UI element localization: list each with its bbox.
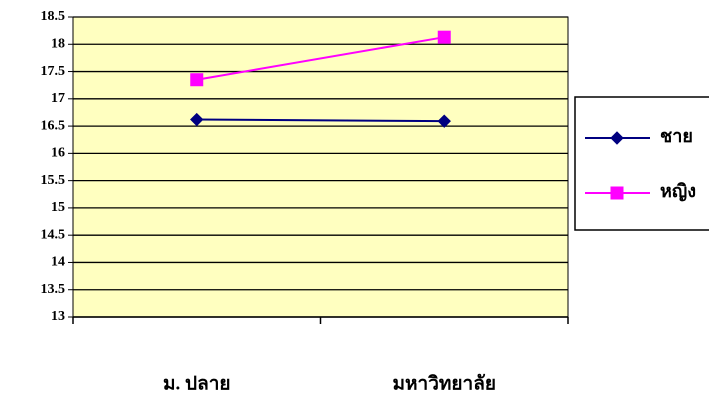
y-tick-label: 15.5 (41, 173, 66, 188)
y-tick-label: 17 (51, 91, 65, 106)
legend-label: หญิง (660, 181, 696, 202)
x-tick-label: มหาวิทยาลัย (393, 373, 497, 394)
legend-box (574, 96, 709, 231)
marker (610, 131, 624, 145)
series-line (196, 36, 445, 81)
y-tick-label: 16.5 (41, 118, 66, 133)
marker (190, 73, 204, 87)
legend-label: ชาย (660, 126, 693, 146)
y-tick-label: 15 (51, 200, 65, 215)
plot-area (72, 16, 569, 318)
marker (437, 114, 451, 128)
y-tick-label: 14 (51, 255, 65, 270)
y-tick-label: 17.5 (41, 64, 66, 79)
series-line (196, 118, 445, 123)
y-tick-label: 18.5 (41, 9, 66, 24)
y-tick-label: 14.5 (41, 227, 66, 242)
marker (190, 112, 204, 127)
marker (437, 30, 451, 44)
y-tick-label: 13 (51, 309, 65, 324)
y-tick-label: 13.5 (41, 282, 66, 297)
y-tick-label: 18 (51, 36, 65, 51)
marker (610, 186, 624, 200)
y-tick-label: 16 (51, 146, 65, 161)
x-tick-label: ม. ปลาย (163, 373, 231, 394)
